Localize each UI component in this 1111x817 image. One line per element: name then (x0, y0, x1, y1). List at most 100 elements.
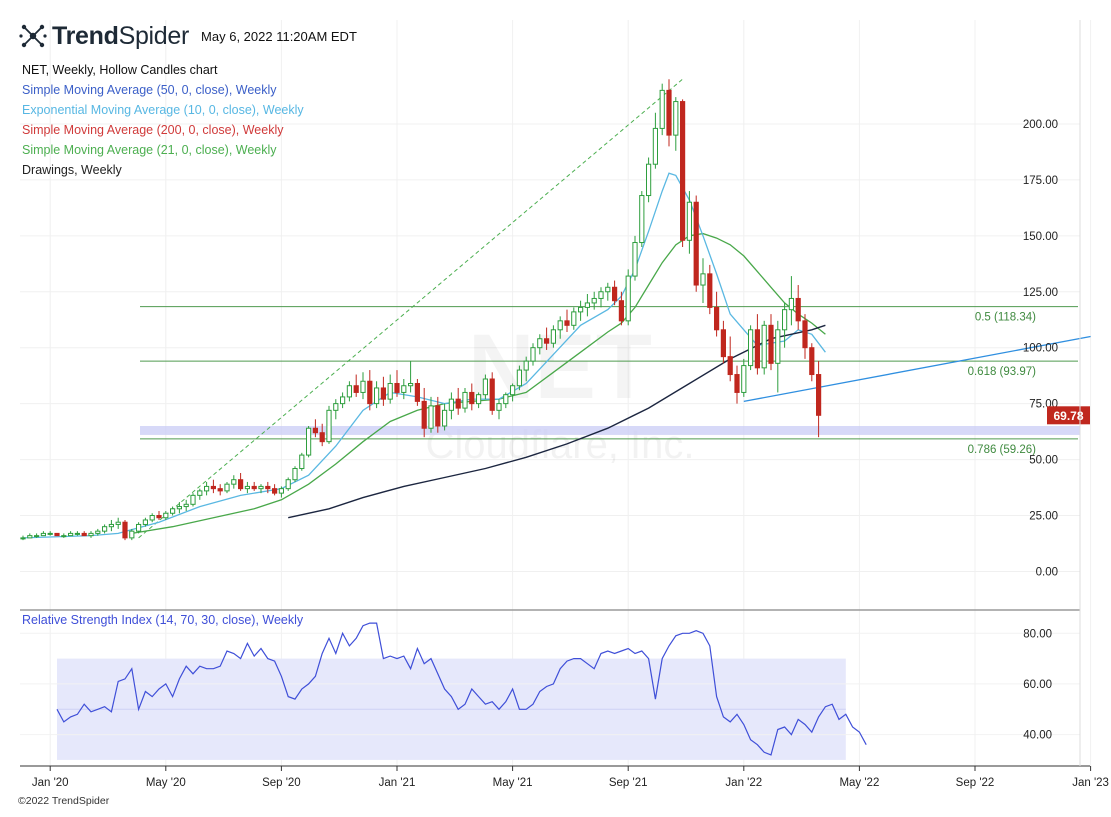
candle-body-up (27, 535, 33, 539)
candle-body-down (693, 201, 699, 286)
candle-body-up (686, 201, 692, 241)
candle (170, 506, 176, 516)
candle-body-up (516, 369, 522, 387)
legend-item-sma21[interactable]: Simple Moving Average (21, 0, close), We… (22, 143, 277, 157)
candle (136, 522, 142, 534)
candle-body-up (204, 485, 210, 492)
candle-body-down (707, 273, 713, 308)
candle-body-down (210, 485, 217, 490)
candle (278, 486, 284, 498)
candle (775, 320, 781, 393)
candle (129, 528, 135, 541)
candle-body-down (272, 488, 278, 494)
candle-body-up (557, 320, 563, 331)
candle (788, 276, 794, 326)
candle (401, 379, 407, 400)
candle (231, 475, 237, 489)
candle-body-up (190, 494, 196, 505)
candle (496, 399, 502, 420)
candle (353, 374, 359, 397)
fib-level-label: 0.618 (93.97) (968, 366, 1037, 378)
rsi-line (56, 622, 867, 756)
copyright: ©2022 TrendSpider (18, 795, 110, 807)
candle (605, 282, 611, 301)
candle-body-up (510, 385, 516, 396)
candle (163, 511, 169, 520)
candle (727, 336, 733, 382)
candle-body-down (714, 306, 720, 331)
time-axis-tick-label: Sep '21 (609, 777, 648, 789)
candle-body-down (544, 338, 550, 344)
candle-body-up (278, 488, 284, 494)
candle (659, 83, 665, 136)
candle-body-down (81, 532, 87, 537)
candle (646, 157, 652, 203)
candle-body-up (231, 479, 237, 485)
legend-item-drawings[interactable]: Drawings, Weekly (22, 163, 122, 177)
candle (312, 419, 318, 438)
candle (244, 481, 251, 494)
candle (40, 531, 46, 537)
candle (571, 307, 577, 330)
time-axis-tick-label: Jan '23 (1072, 777, 1109, 789)
candle (414, 379, 420, 406)
legend-item-sma50[interactable]: Simple Moving Average (50, 0, close), We… (22, 83, 277, 97)
candle-body-up (401, 385, 407, 393)
candle (455, 387, 461, 415)
legend-item-ema10[interactable]: Exponential Moving Average (10, 0, close… (22, 103, 304, 117)
candle (680, 99, 686, 247)
candle (20, 535, 26, 541)
candle (693, 195, 699, 292)
candle (319, 423, 325, 447)
candle (326, 405, 332, 444)
chart-title: NET, Weekly, Hollow Candles chart (22, 63, 218, 77)
candle-body-up (20, 537, 26, 540)
time-axis-tick-label: Sep '20 (262, 777, 301, 789)
fib-level-label: 0.5 (118.34) (975, 312, 1036, 324)
time-axis-tick-label: Jan '22 (725, 777, 762, 789)
candle (156, 511, 162, 520)
fib-level-label: 0.786 (59.26) (968, 444, 1037, 456)
candle (340, 392, 346, 409)
candle (333, 399, 339, 420)
rsi-axis-tick-label: 40.00 (1023, 730, 1052, 742)
ema10-line (22, 172, 826, 539)
candle (34, 533, 40, 538)
candle-body-up (652, 127, 658, 165)
candle-body-up (95, 530, 101, 534)
legend-item-sma200[interactable]: Simple Moving Average (200, 0, close), W… (22, 123, 284, 137)
candle (591, 291, 597, 310)
price-axis-tick-label: 100.00 (1023, 343, 1058, 355)
candle (448, 392, 454, 420)
candle (754, 314, 760, 375)
candle-body-up (598, 291, 604, 299)
candle (550, 325, 556, 348)
rsi-legend[interactable]: Relative Strength Index (14, 70, 30, clo… (22, 613, 304, 627)
candle (292, 466, 298, 482)
candle (428, 396, 434, 433)
candle (122, 519, 128, 541)
candle (61, 533, 67, 538)
candle (380, 376, 386, 406)
candle (54, 532, 60, 537)
support-trend-line (743, 335, 1091, 403)
candle-body-down (217, 488, 223, 492)
rsi-axis-tick-label: 80.00 (1023, 628, 1052, 640)
last-price-label: 69.78 (1053, 409, 1083, 423)
candle-body-up (170, 508, 176, 514)
candle (557, 316, 563, 339)
candle (462, 387, 468, 413)
candle (74, 531, 81, 536)
candle-body-up (346, 385, 352, 398)
candle (367, 370, 373, 411)
candle-body-down (489, 378, 495, 411)
candle (115, 517, 121, 529)
candle (183, 499, 189, 512)
candle (632, 235, 638, 281)
candle-body-down (54, 532, 60, 537)
candle (768, 314, 774, 371)
candle-body-up (136, 523, 142, 532)
candle (578, 300, 584, 321)
